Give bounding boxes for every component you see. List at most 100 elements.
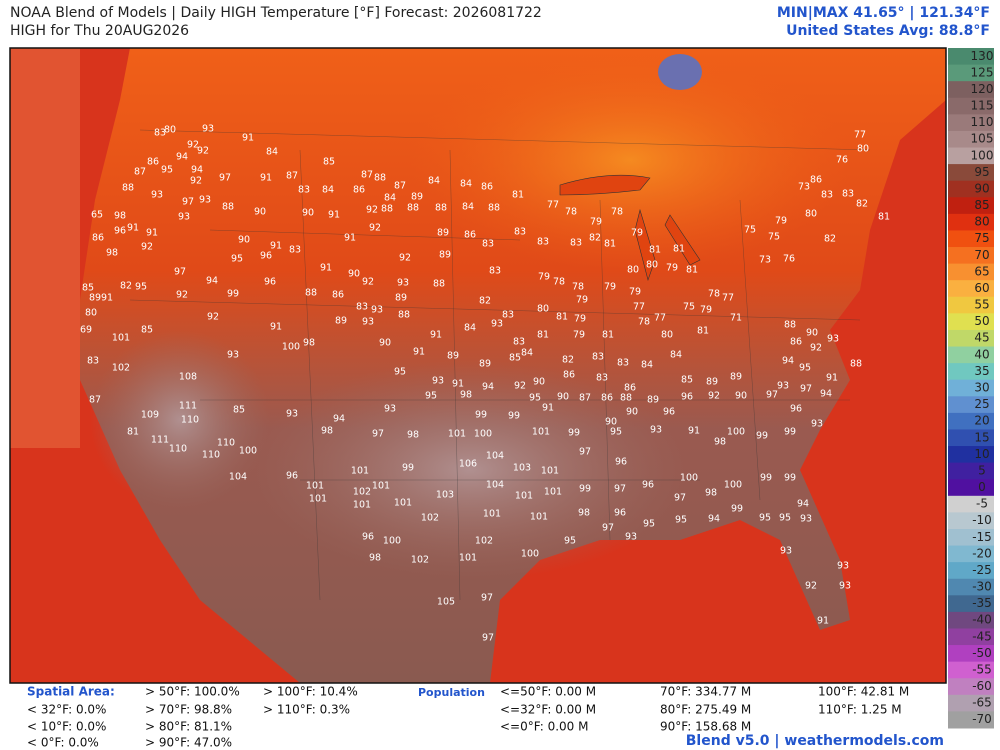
temperature-label: 78	[708, 289, 720, 300]
temperature-label: 95	[779, 513, 791, 524]
temperature-label: 91	[320, 263, 332, 274]
temperature-label: 98	[321, 426, 333, 437]
colorbar-tick-label: 45	[974, 331, 989, 345]
temperature-label: 75	[744, 225, 756, 236]
temperature-label: 96	[790, 404, 802, 415]
temperature-label: 80	[537, 304, 549, 315]
temperature-label: 86	[92, 233, 104, 244]
stat: > 100°F: 10.4%	[263, 685, 358, 699]
temperature-label: 86	[147, 157, 159, 168]
colorbar-cell	[948, 346, 994, 364]
temperature-label: 104	[486, 451, 504, 462]
temperature-label: 81	[686, 265, 698, 276]
temperature-label: 96	[114, 226, 126, 237]
temperature-label: 84	[521, 348, 533, 359]
lakes	[559, 174, 701, 282]
colorbar-cell	[948, 130, 994, 149]
borders	[129, 129, 871, 601]
temperature-label: 84	[670, 350, 682, 361]
temperature-label: 88	[620, 393, 632, 404]
temperature-label: 97	[372, 429, 384, 440]
temperature-label: 80	[627, 265, 639, 276]
temperature-label: 94	[176, 152, 188, 163]
temperature-label: 94	[820, 389, 832, 400]
temperature-label: 101	[112, 333, 130, 344]
temperature-label: 96	[260, 251, 272, 262]
temperature-label: 75	[683, 302, 695, 313]
temperature-label: 92	[141, 242, 153, 253]
temperature-label: 100	[680, 473, 698, 484]
stat: <=50°F: 0.00 M	[500, 685, 596, 699]
temperature-label: 73	[798, 182, 810, 193]
temperature-label: 81	[602, 330, 614, 341]
colorbar-tick-label: 75	[974, 231, 989, 245]
temperature-label: 96	[663, 407, 675, 418]
min-max: MIN|MAX 41.65° | 121.34°F	[777, 5, 990, 21]
temperature-label: 81	[537, 330, 549, 341]
temperature-label: 94	[333, 414, 345, 425]
colorbar-cell	[948, 661, 994, 679]
temperature-label: 92	[369, 223, 381, 234]
colorbar-cell	[948, 230, 994, 248]
temperature-label: 92	[187, 140, 199, 151]
temperature-label: 110	[169, 444, 187, 455]
temperature-label: 93	[286, 409, 298, 420]
temperature-label: 101	[372, 481, 390, 492]
temperature-label: 90	[557, 392, 569, 403]
temperature-label: 81	[604, 239, 616, 250]
colorbar-cell	[948, 180, 994, 198]
temperature-label: 102	[112, 363, 130, 374]
colorbar-tick-label: 65	[974, 264, 989, 278]
temperature-label: 99	[579, 484, 591, 495]
stat: < 32°F: 0.0%	[27, 703, 106, 717]
temperature-label: 99	[508, 411, 520, 422]
temperature-label: 90	[605, 417, 617, 428]
temperature-label: 87	[286, 171, 298, 182]
map-frame	[9, 47, 947, 684]
temperature-label: 78	[638, 317, 650, 328]
temperature-label: 83	[298, 185, 310, 196]
temperature-label: 95	[564, 536, 576, 547]
temperature-label: 91	[344, 233, 356, 244]
temperature-label: 97	[482, 633, 494, 644]
temperature-label: 110	[202, 450, 220, 461]
colorbar-tick-label: 25	[974, 397, 989, 411]
colorbar-tick-label: -10	[972, 513, 992, 527]
colorbar-cell	[948, 147, 994, 165]
colorbar-tick-label: -45	[972, 629, 992, 643]
colorbar-cell	[948, 429, 994, 447]
temperature-label: 91	[542, 403, 554, 414]
temperature-label: 81	[697, 326, 709, 337]
temperature-label: 95	[161, 165, 173, 176]
temperature-label: 90	[302, 208, 314, 219]
temperature-label: 100	[474, 429, 492, 440]
colorbar-tick-label: 115	[971, 99, 994, 113]
temperature-label: 79	[573, 330, 585, 341]
colorbar-tick-label: 5	[978, 463, 986, 477]
colorbar-cell	[948, 462, 994, 480]
temperature-label: 78	[572, 282, 584, 293]
colorbar-cell	[948, 363, 994, 381]
colorbar-cell	[948, 97, 994, 115]
temperature-label: 76	[783, 254, 795, 265]
temperature-label: 100	[282, 342, 300, 353]
colorbar-cell	[948, 645, 994, 663]
temperature-label: 88	[374, 173, 386, 184]
temperature-label: 91	[430, 330, 442, 341]
temperature-label: 96	[264, 277, 276, 288]
temperature-label: 91	[328, 210, 340, 221]
colorbar: 1301251201151101051009590858075706560555…	[948, 48, 994, 729]
colorbar-cell	[948, 313, 994, 331]
stat: 100°F: 42.81 M	[818, 685, 909, 699]
temperature-label: 73	[759, 255, 771, 266]
temperature-label: 79	[775, 216, 787, 227]
temperature-label: 77	[854, 130, 866, 141]
temperature-label: 77	[722, 293, 734, 304]
temperature-label: 85	[82, 283, 94, 294]
temperature-label: 83	[821, 190, 833, 201]
average: United States Avg: 88.8°F	[786, 23, 990, 39]
temperature-label: 83	[617, 358, 629, 369]
temperature-label: 101	[459, 553, 477, 564]
colorbar-tick-label: 20	[974, 414, 989, 428]
